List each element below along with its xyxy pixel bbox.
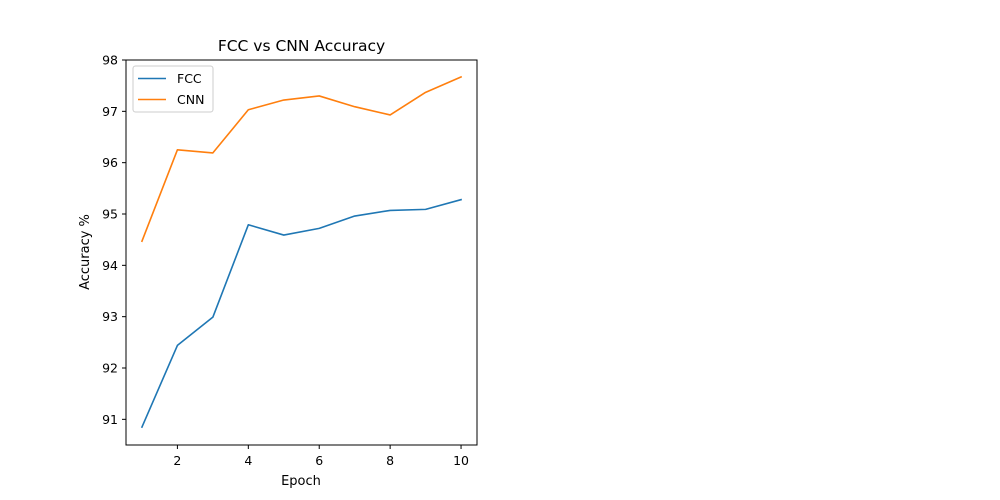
y-tick-label: 96 bbox=[102, 155, 118, 170]
legend-label-cnn: CNN bbox=[177, 92, 204, 107]
y-tick-label: 94 bbox=[102, 258, 118, 273]
x-tick-label: 4 bbox=[244, 453, 252, 468]
y-tick-label: 93 bbox=[102, 309, 118, 324]
x-tick-label: 8 bbox=[386, 453, 394, 468]
series-line-fcc bbox=[140, 198, 463, 429]
y-axis-label: Accuracy % bbox=[78, 214, 93, 290]
x-axis: 2 4 6 8 10 bbox=[173, 445, 469, 468]
x-axis-label: Epoch bbox=[281, 474, 321, 489]
plot-area bbox=[140, 75, 463, 429]
x-tick-label: 6 bbox=[315, 453, 323, 468]
legend-box bbox=[132, 65, 214, 113]
legend-label-fcc: FCC bbox=[177, 71, 202, 86]
legend: FCC CNN bbox=[132, 65, 214, 113]
y-axis: 91 92 93 94 95 96 97 98 bbox=[102, 53, 126, 427]
y-tick-label: 92 bbox=[102, 361, 118, 376]
plot-frame bbox=[125, 59, 478, 446]
y-tick-label: 91 bbox=[102, 412, 118, 427]
y-tick-label: 98 bbox=[102, 53, 118, 68]
x-tick-label: 10 bbox=[453, 453, 469, 468]
y-tick-label: 95 bbox=[102, 207, 118, 222]
x-tick-label: 2 bbox=[173, 453, 181, 468]
chart-title: FCC vs CNN Accuracy bbox=[218, 37, 385, 55]
y-tick-label: 97 bbox=[102, 104, 118, 119]
series-line-cnn bbox=[140, 75, 463, 243]
